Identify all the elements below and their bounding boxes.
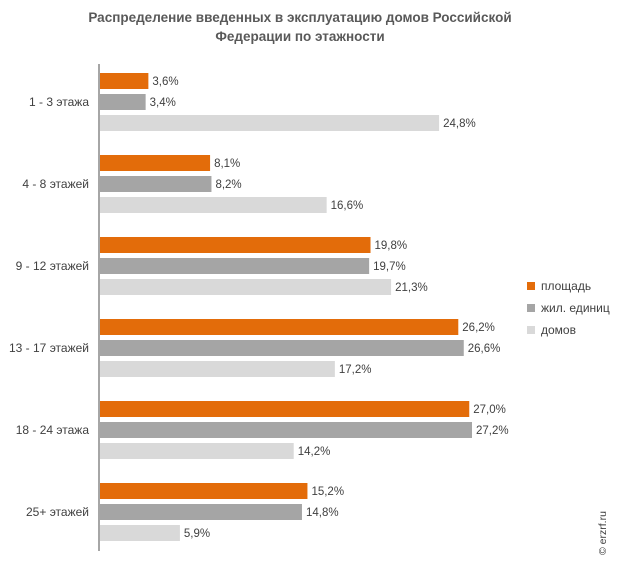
watermark: © erzrf.ru [597,511,609,555]
bar-area [99,319,459,335]
data-label-area: 26,2% [462,322,495,334]
category-label: 25+ этажей [26,505,89,519]
category-label: 4 - 8 этажей [22,177,89,191]
data-label-units: 26,6% [468,343,501,355]
data-label-area: 8,1% [214,158,240,170]
legend-swatch-houses [527,326,535,334]
bar-units [99,258,370,274]
chart-legend: площадь жил. единиц домов [527,275,610,341]
bar-houses [99,197,327,213]
data-label-houses: 24,8% [443,118,476,130]
data-label-houses: 21,3% [395,282,428,294]
data-label-houses: 5,9% [184,528,210,540]
bar-area [99,401,470,417]
chart-title: Распределение введенных в эксплуатацию д… [60,8,540,46]
data-label-area: 19,8% [375,240,408,252]
bar-houses [99,115,440,131]
legend-item-houses: домов [527,319,610,341]
legend-item-area: площадь [527,275,610,297]
data-label-units: 8,2% [215,179,241,191]
data-label-houses: 17,2% [339,364,372,376]
data-label-houses: 14,2% [298,446,331,458]
data-label-units: 14,8% [306,507,339,519]
legend-label-area: площадь [541,279,592,293]
legend-label-houses: домов [541,323,576,337]
bar-units [99,340,464,356]
legend-item-units: жил. единиц [527,297,610,319]
data-label-area: 15,2% [311,486,344,498]
data-label-units: 3,4% [150,97,176,109]
bar-area [99,237,371,253]
bar-area [99,483,308,499]
data-label-area: 27,0% [473,404,506,416]
category-label: 9 - 12 этажей [16,259,89,273]
bar-area [99,155,211,171]
category-label: 18 - 24 этажа [16,423,90,437]
legend-swatch-units [527,304,535,312]
bar-units [99,422,472,438]
bar-houses [99,361,335,377]
data-label-units: 19,7% [373,261,406,273]
bar-area [99,73,149,89]
bar-houses [99,525,180,541]
chart-title-line-1: Распределение введенных в эксплуатацию д… [88,10,512,25]
bar-units [99,504,302,520]
category-label: 1 - 3 этажа [29,95,89,109]
chart-title-line-2: Федерации по этажности [215,29,385,44]
bar-houses [99,279,392,295]
data-label-houses: 16,6% [331,200,364,212]
data-label-units: 27,2% [476,425,509,437]
data-label-area: 3,6% [152,76,178,88]
bar-houses [99,443,294,459]
legend-swatch-area [527,282,535,290]
bar-units [99,94,146,110]
bar-units [99,176,212,192]
category-label: 13 - 17 этажей [9,341,89,355]
legend-label-units: жил. единиц [541,301,610,315]
